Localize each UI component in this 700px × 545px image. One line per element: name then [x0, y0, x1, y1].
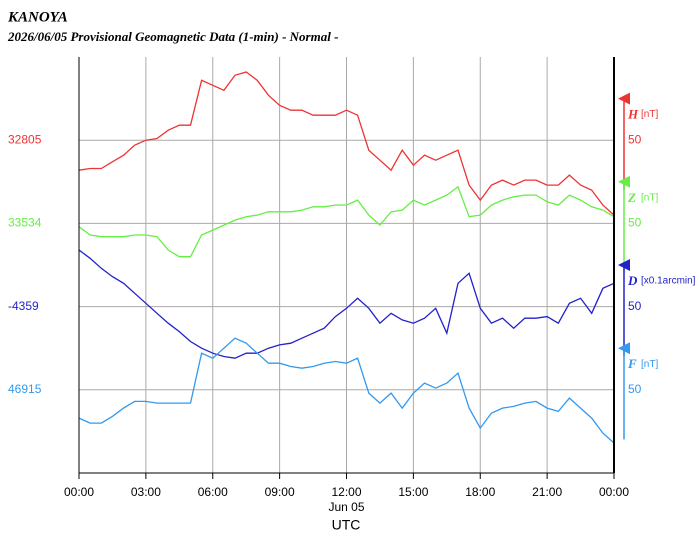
scale-label: 50: [628, 216, 642, 230]
series-unit: [nT]: [641, 109, 658, 120]
x-axis-label: UTC: [332, 517, 361, 533]
scale-label: 50: [628, 132, 642, 146]
x-tick-label: 12:00: [331, 485, 361, 499]
y-tick-label: 46915: [8, 382, 42, 396]
x-tick-label: 03:00: [131, 485, 161, 499]
x-tick-label: 06:00: [198, 485, 228, 499]
series-line: [78, 337, 615, 444]
y-tick-label: -4359: [8, 299, 39, 313]
series-name: H: [627, 107, 639, 122]
series-unit: [nT]: [641, 192, 658, 203]
series-line: [78, 185, 615, 258]
series-name: D: [627, 273, 638, 288]
series-line: [78, 249, 615, 359]
series-unit: [nT]: [641, 359, 658, 370]
y-tick-label: 33534: [8, 216, 42, 230]
series-name: Z: [627, 190, 636, 205]
scale-label: 50: [628, 299, 642, 313]
date-label: Jun 05: [328, 500, 364, 514]
x-tick-label: 09:00: [265, 485, 295, 499]
x-tick-label: 15:00: [398, 485, 428, 499]
series-line: [78, 71, 615, 216]
series-unit: [x0.1arcmin]: [641, 276, 696, 287]
x-tick-label: 21:00: [532, 485, 562, 499]
y-tick-label: 32805: [8, 132, 42, 146]
x-tick-label: 00:00: [64, 485, 94, 499]
x-tick-label: 00:00: [599, 485, 629, 499]
chart-subtitle: 2026/06/05 Provisional Geomagnetic Data …: [7, 29, 338, 44]
chart-title: KANOYA: [7, 9, 68, 25]
series-name: F: [627, 356, 637, 371]
scale-label: 50: [628, 382, 642, 396]
x-tick-label: 18:00: [465, 485, 495, 499]
